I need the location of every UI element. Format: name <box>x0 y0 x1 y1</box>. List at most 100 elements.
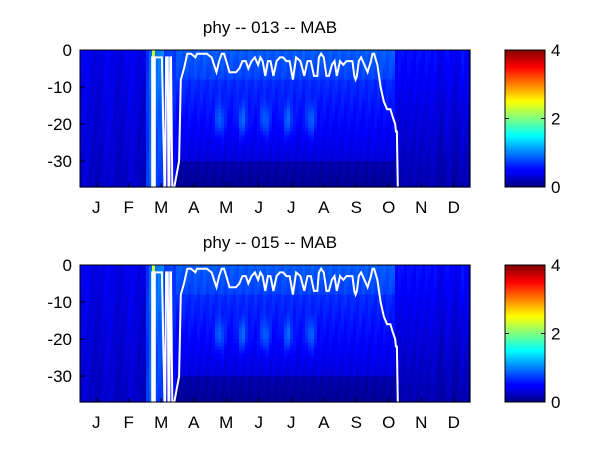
heatmap-cell <box>200 120 204 125</box>
heatmap-cell <box>143 72 147 77</box>
heatmap-cell <box>314 112 318 118</box>
heatmap-cell <box>428 142 432 147</box>
heatmap-cell <box>293 116 297 121</box>
heatmap-cell <box>455 149 459 155</box>
heatmap-cell <box>350 153 354 158</box>
heatmap-cell <box>89 342 93 348</box>
heatmap-cell <box>293 183 297 188</box>
heatmap-cell <box>371 120 375 125</box>
heatmap-cell <box>371 94 375 99</box>
heatmap-cell <box>173 175 177 181</box>
heatmap-cell <box>188 120 192 125</box>
heatmap-cell <box>389 168 393 173</box>
heatmap-cell <box>416 149 420 155</box>
heatmap-cell <box>416 157 420 162</box>
heatmap-cell <box>80 94 84 99</box>
heatmap-cell <box>158 75 162 81</box>
heatmap-cell <box>98 90 102 96</box>
heatmap-cell <box>365 172 369 177</box>
heatmap-cell <box>86 138 90 144</box>
heatmap-cell <box>362 79 366 84</box>
heatmap-cell <box>122 179 126 184</box>
heatmap-cell <box>128 94 132 99</box>
heatmap-cell <box>383 153 387 158</box>
heatmap-cell <box>464 79 468 84</box>
heatmap-cell <box>254 149 258 155</box>
heatmap-cell <box>416 168 420 173</box>
heatmap-cell <box>326 127 330 133</box>
heatmap-cell <box>389 127 393 133</box>
heatmap-cell <box>314 161 318 166</box>
heatmap-cell <box>353 87 357 92</box>
heatmap-cell <box>95 83 99 88</box>
heatmap-cell <box>146 135 150 140</box>
heatmap-cell <box>269 175 273 181</box>
heatmap-cell <box>341 172 345 177</box>
heatmap-cell <box>140 105 144 110</box>
heatmap-cell <box>296 94 300 99</box>
heatmap-cell <box>380 98 384 103</box>
heatmap-cell <box>236 153 240 158</box>
heatmap-cell <box>401 105 405 110</box>
heatmap-cell <box>155 90 159 96</box>
heatmap-cell <box>419 142 423 147</box>
heatmap-cell <box>215 90 219 96</box>
heatmap-cell <box>284 79 288 84</box>
heatmap-cell <box>401 75 405 81</box>
heatmap-cell <box>137 138 141 144</box>
heatmap-cell <box>191 149 195 155</box>
heatmap-cell <box>332 127 336 133</box>
heatmap-cell <box>212 90 216 96</box>
heatmap-cell <box>356 161 360 166</box>
heatmap-cell <box>206 112 210 118</box>
heatmap-cell <box>335 168 339 173</box>
heatmap-cell <box>203 120 207 125</box>
heatmap-cell <box>317 131 321 136</box>
heatmap-cell <box>119 161 123 166</box>
heatmap-cell <box>344 105 348 110</box>
heatmap-cell <box>284 164 288 170</box>
heatmap-cell <box>98 179 102 184</box>
heatmap-cell <box>248 87 252 92</box>
heatmap-cell <box>236 79 240 84</box>
heatmap-cell <box>230 105 234 110</box>
heatmap-cell <box>101 94 105 99</box>
heatmap-cell <box>248 68 252 73</box>
heatmap-cell <box>413 164 417 170</box>
heatmap-cell <box>380 68 384 73</box>
heatmap-cell <box>263 98 267 103</box>
heatmap-cell <box>404 90 408 96</box>
heatmap-cell <box>221 142 225 147</box>
heatmap-cell <box>299 138 303 144</box>
heatmap-cell <box>149 146 153 151</box>
heatmap-cell <box>146 183 150 188</box>
heatmap-cell <box>83 75 87 81</box>
heatmap-cell <box>398 175 402 181</box>
heatmap-cell <box>101 183 105 188</box>
heatmap-cell <box>236 131 240 136</box>
heatmap-cell <box>155 146 159 151</box>
heatmap-cell <box>83 376 87 381</box>
heatmap-cell <box>86 64 90 70</box>
x-tick-label: F <box>124 198 134 217</box>
heatmap-cell <box>233 172 237 177</box>
heatmap-cell <box>413 109 417 114</box>
heatmap-cell <box>344 131 348 136</box>
heatmap-cell <box>320 83 324 88</box>
heatmap-cell <box>197 109 201 114</box>
heatmap-cell <box>128 75 132 81</box>
heatmap-cell <box>437 161 441 166</box>
heatmap-cell <box>425 53 429 58</box>
heatmap-cell <box>182 135 186 140</box>
heatmap-cell <box>407 183 411 188</box>
heatmap-cell <box>305 153 309 158</box>
heatmap-cell <box>443 161 447 166</box>
heatmap-cell <box>128 131 132 136</box>
heatmap-cell <box>320 175 324 181</box>
heatmap-cell <box>92 172 96 177</box>
heatmap-cell <box>362 94 366 99</box>
heatmap-cell <box>338 50 342 55</box>
heatmap-cell <box>311 127 315 133</box>
heatmap-cell <box>185 127 189 133</box>
heatmap-cell <box>86 98 90 103</box>
